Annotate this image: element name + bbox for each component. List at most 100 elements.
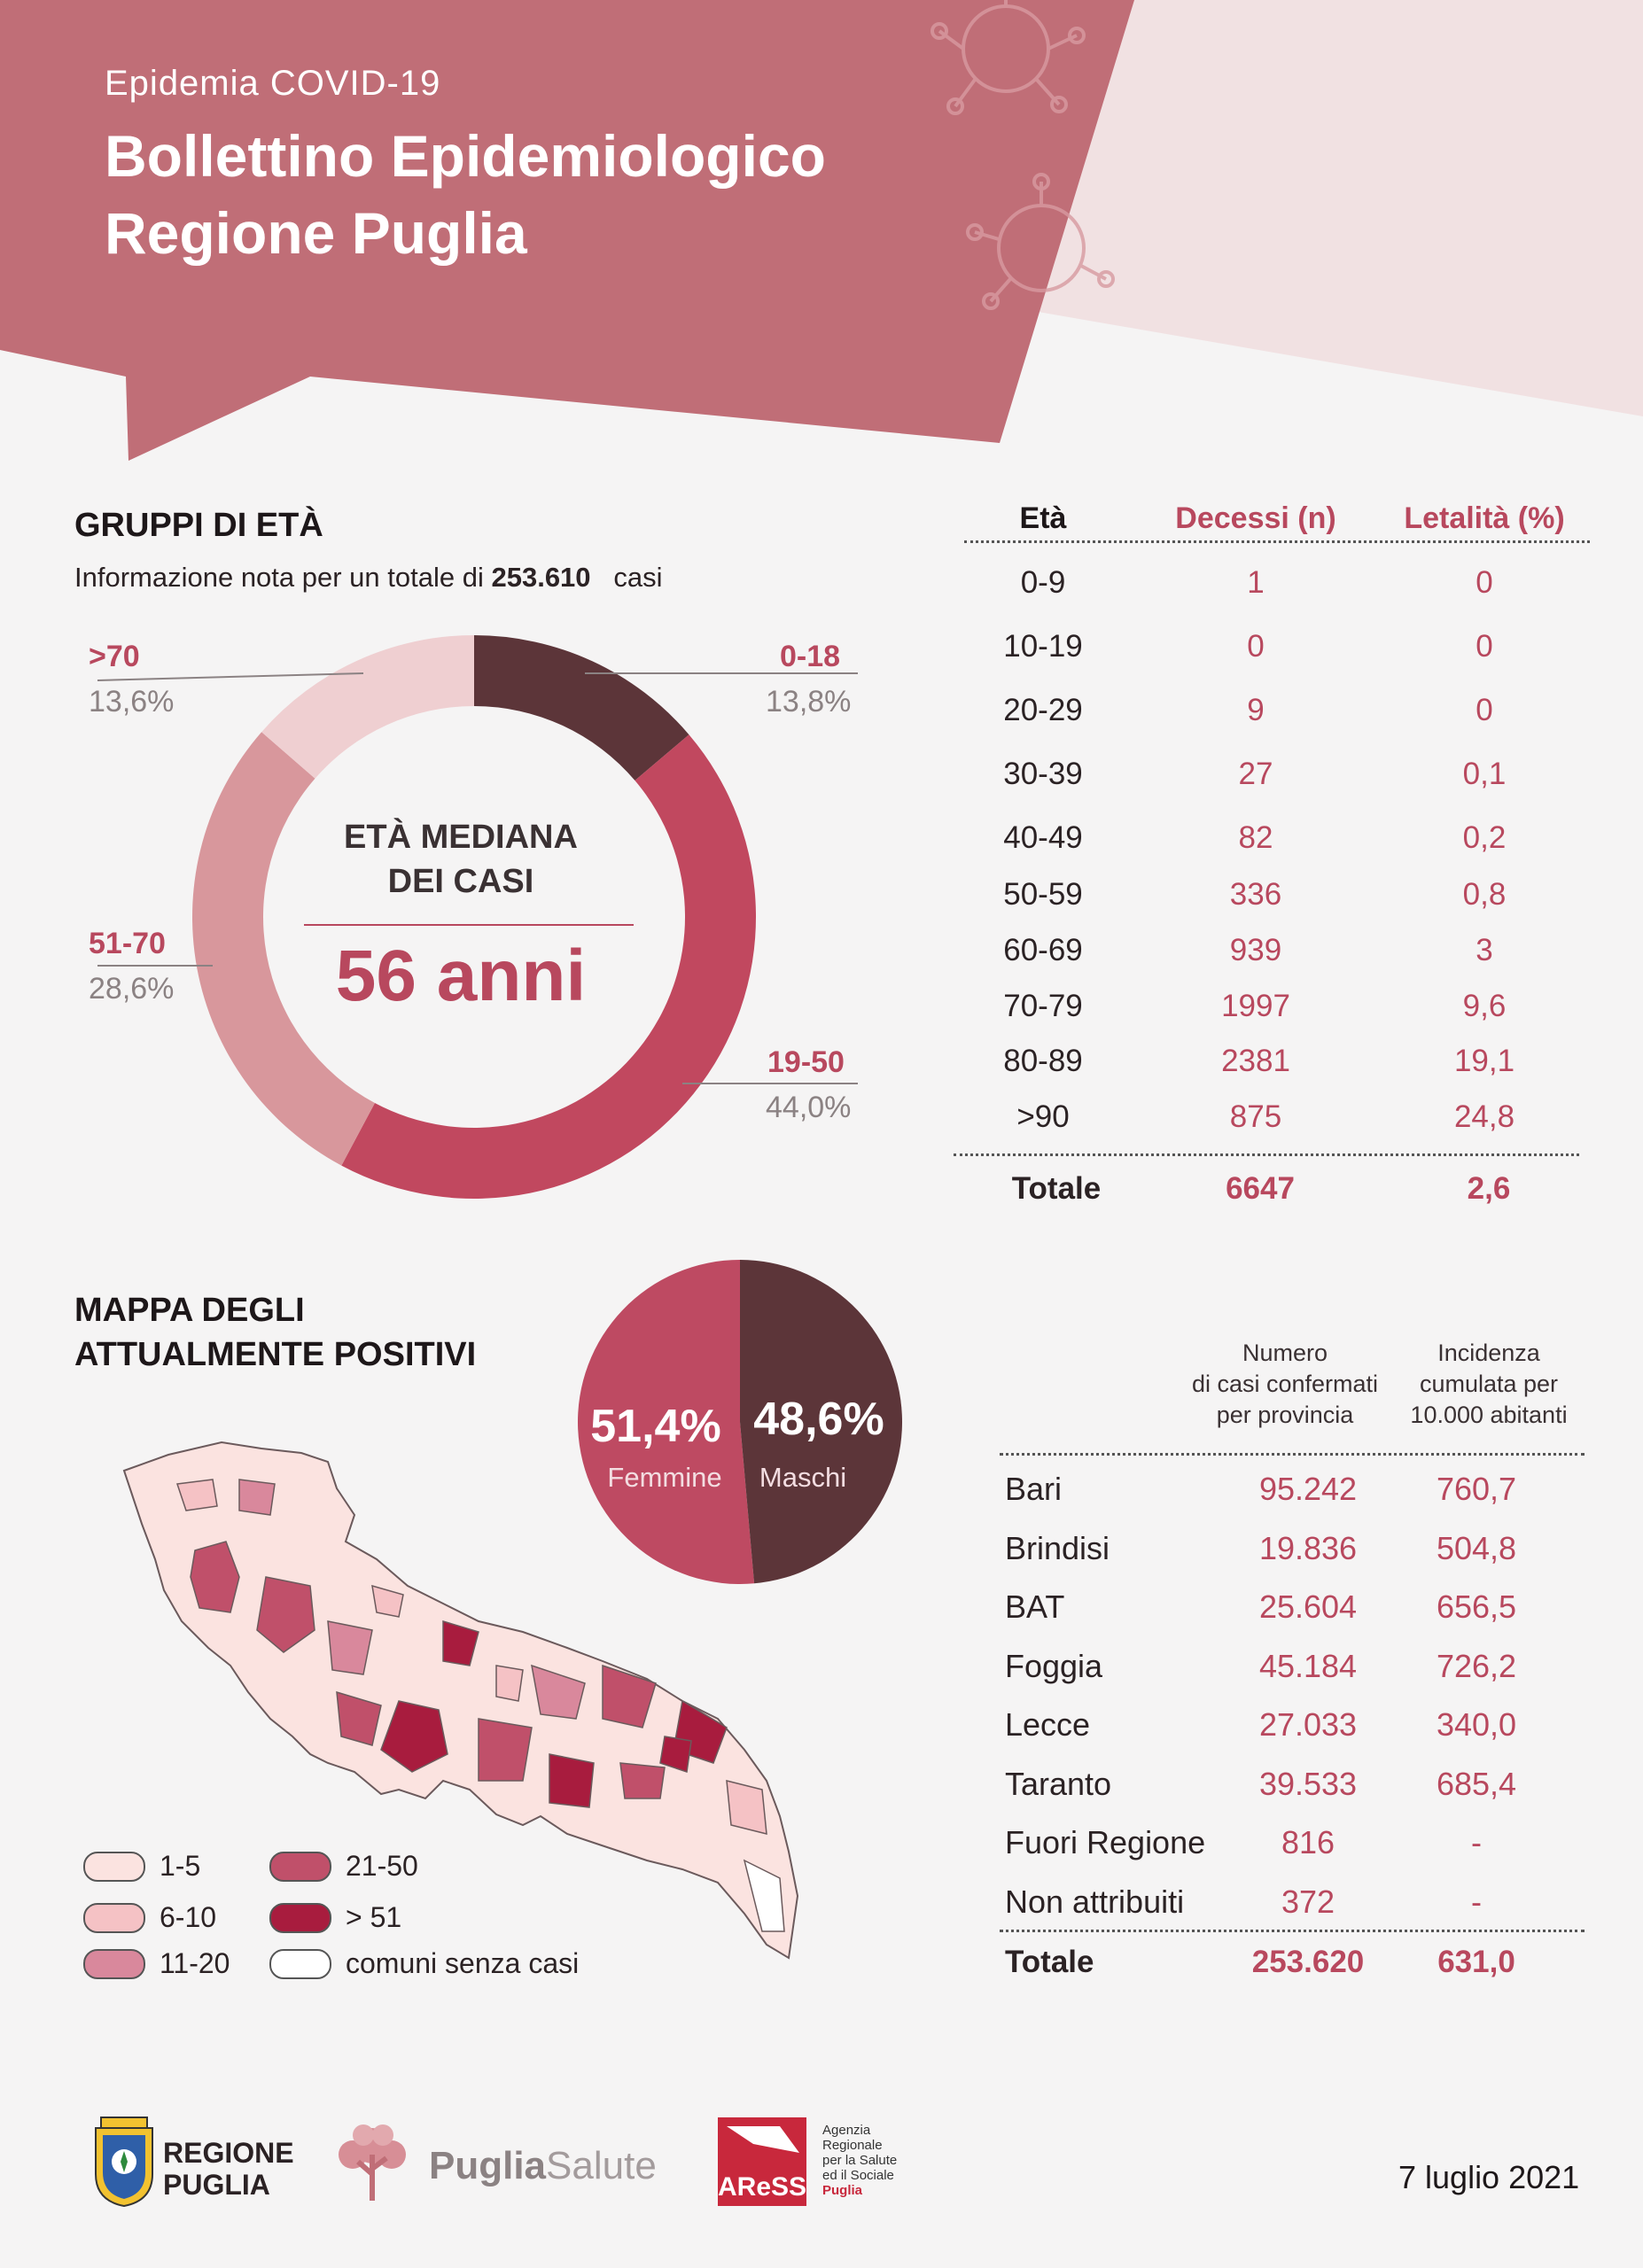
deaths-cell-age: 30-39	[1003, 757, 1083, 791]
aress-caption-line: Puglia	[822, 2183, 863, 2198]
map-area-h	[602, 1664, 657, 1728]
deaths-cell-count: 939	[1229, 933, 1282, 967]
puglia-salute-logo-text: PugliaSalute	[429, 2144, 657, 2188]
deaths-cell-count: 9	[1247, 693, 1265, 727]
pie-slice-femmine	[577, 1260, 755, 1584]
logo1-line2: PUGLIA	[163, 2169, 270, 2201]
deaths-cell-lethality: 0,2	[1462, 820, 1507, 855]
donut-label-51-70: 51-70	[89, 927, 166, 960]
donut-slice-over70	[261, 635, 474, 779]
prov-th-incidence-line1: Incidenza	[1437, 1340, 1540, 1366]
pie-label-male: Maschi	[759, 1462, 847, 1493]
prov-cell-cases: 25.604	[1258, 1588, 1358, 1625]
legend-swatch-11-20	[83, 1949, 145, 1979]
deaths-cell-lethality: 3	[1476, 933, 1493, 967]
map-area-f	[478, 1718, 533, 1782]
donut-label-19-50: 19-50	[767, 1045, 845, 1079]
page-title-line2: Regione Puglia	[105, 200, 527, 266]
donut-label-over70: >70	[89, 640, 140, 673]
aress-logo-shape-icon	[727, 2126, 799, 2153]
map-area-k	[659, 1736, 692, 1773]
page-title-line1: Bollettino Epidemiologico	[105, 123, 826, 189]
donut-slice-0-18	[474, 635, 689, 781]
prov-th-cases-line3: per provincia	[1216, 1402, 1354, 1428]
map-outline	[122, 1441, 799, 1960]
map-area-l	[175, 1479, 218, 1511]
virus-icon	[931, 0, 1115, 310]
prov-cell-name: Brindisi	[1005, 1529, 1110, 1566]
pie-label-female: Femmine	[607, 1462, 722, 1493]
map-area-d	[442, 1619, 479, 1666]
map-area-a	[256, 1576, 315, 1653]
aress-logo-caption: Agenzia Regionale per la Salute ed il Socia…	[822, 2123, 897, 2198]
deaths-cell-count: 2381	[1221, 1044, 1290, 1078]
deaths-cell-age: 70-79	[1003, 989, 1083, 1023]
prov-cell-incidence: 656,5	[1436, 1588, 1517, 1625]
header-banner	[0, 0, 1134, 461]
map-title-line1: MAPPA DEGLI	[74, 1292, 305, 1329]
aress-mark-text: AReSS	[718, 2172, 807, 2202]
deaths-cell-age: 20-29	[1003, 693, 1083, 727]
prov-total-label: Totale	[1005, 1945, 1094, 1979]
map-area-c	[371, 1584, 404, 1618]
prov-th-incidence: Incidenza cumulata per 10.000 abitanti	[1382, 1338, 1595, 1431]
map-title-line2: ATTUALMENTE POSITIVI	[74, 1336, 477, 1373]
puglia-choropleth-map	[122, 1441, 799, 1960]
prov-cell-name: Bari	[1005, 1471, 1063, 1507]
prov-cell-incidence: 685,4	[1436, 1765, 1517, 1802]
map-area-n	[495, 1665, 524, 1702]
aress-logo-mark: AReSS	[718, 2117, 806, 2206]
deaths-cell-age: >90	[1016, 1099, 1070, 1134]
legend-swatch-no-cases	[269, 1949, 331, 1979]
deaths-cell-lethality: 0,8	[1462, 877, 1507, 912]
donut-leader-over70	[97, 672, 364, 681]
pie-pct-male: 48,6%	[753, 1394, 884, 1445]
prov-cell-incidence: 726,2	[1436, 1647, 1517, 1684]
deaths-th-count: Decessi (n)	[1175, 501, 1336, 535]
prov-total-incidence: 631,0	[1437, 1945, 1515, 1979]
legend-label-11-20: 11-20	[160, 1947, 230, 1979]
bulletin-date: 7 luglio 2021	[1398, 2159, 1580, 2195]
map-area-e	[336, 1690, 382, 1746]
aress-caption-line: Agenzia	[822, 2123, 871, 2138]
logo2-part2: Salute	[546, 2144, 657, 2187]
donut-label-0-18: 0-18	[780, 640, 841, 673]
prov-total-divider	[1000, 1930, 1585, 1932]
map-area-taranto	[380, 1700, 448, 1773]
map-area-o	[743, 1859, 785, 1932]
prov-th-cases-line2: di casi confermati	[1191, 1371, 1379, 1397]
prov-cell-incidence: 760,7	[1436, 1471, 1517, 1507]
deaths-cell-age: 60-69	[1003, 933, 1083, 967]
legend-label-over51: > 51	[346, 1901, 402, 1933]
deaths-cell-lethality: 24,8	[1453, 1099, 1515, 1134]
map-area-foggia	[190, 1541, 240, 1613]
age-section-info: Informazione nota per un totale di 253.6…	[74, 562, 663, 594]
donut-slice-19-50	[341, 734, 756, 1199]
deaths-cell-lethality: 9,6	[1462, 989, 1507, 1023]
deaths-cell-count: 875	[1229, 1099, 1282, 1134]
deaths-cell-count: 82	[1238, 820, 1273, 855]
prov-header-divider	[1000, 1453, 1585, 1456]
map-area-i	[549, 1753, 595, 1808]
prov-th-cases: Numero di casi confermati per provincia	[1170, 1338, 1400, 1431]
deaths-cell-age: 50-59	[1003, 877, 1083, 912]
deaths-header-divider	[964, 540, 1590, 543]
gender-pie-chart	[577, 1260, 902, 1584]
deaths-total-divider	[954, 1153, 1579, 1156]
map-area-j	[619, 1762, 666, 1799]
pie-pct-female: 51,4%	[590, 1401, 721, 1452]
deaths-th-lethality: Letalità (%)	[1404, 501, 1565, 535]
deaths-cell-lethality: 0,1	[1462, 757, 1507, 791]
prov-cell-name: Foggia	[1005, 1647, 1103, 1684]
prov-th-cases-line1: Numero	[1242, 1340, 1328, 1366]
legend-swatch-over51	[269, 1903, 331, 1933]
prov-cell-incidence: -	[1471, 1824, 1482, 1860]
aress-caption-line: per la Salute	[822, 2153, 898, 2168]
prov-cell-name: Non attribuiti	[1005, 1883, 1185, 1920]
donut-pct-0-18: 13,8%	[766, 685, 852, 718]
info-total: 253.610	[491, 562, 591, 593]
deaths-cell-count: 336	[1229, 877, 1282, 912]
deaths-th-age: Età	[1019, 501, 1067, 535]
map-area-b	[327, 1620, 373, 1675]
